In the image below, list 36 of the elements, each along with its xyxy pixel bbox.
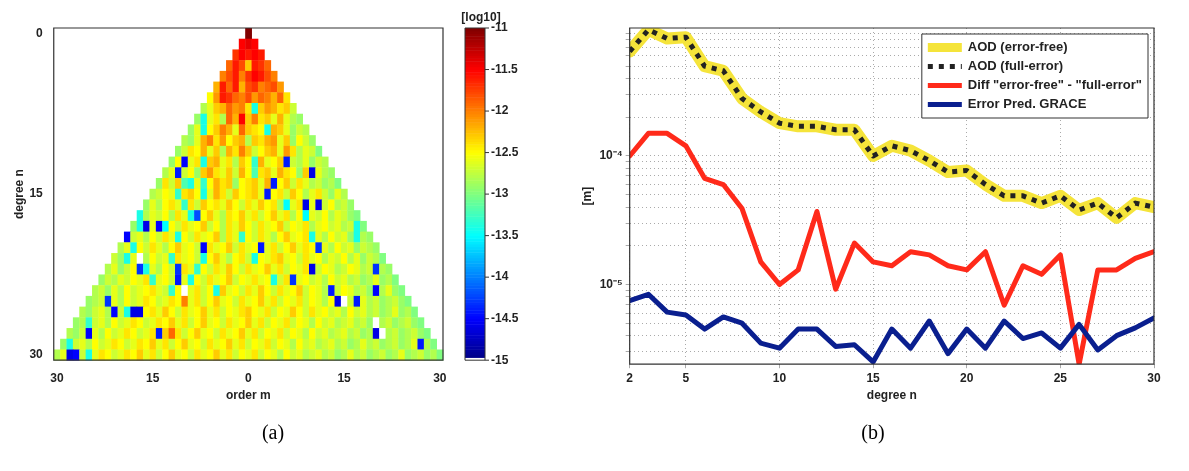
- x-tick-label: 30: [1147, 370, 1161, 385]
- y-axis-title: degree n: [11, 169, 26, 220]
- y-tick-label: 10⁻⁵: [599, 276, 623, 291]
- color-bar-label: -13: [491, 186, 509, 201]
- legend-label: AOD (full-error): [967, 58, 1064, 74]
- color-bar-label: -13.5: [491, 227, 519, 242]
- x-tick-label: 30: [433, 370, 447, 385]
- legend-label: Error Pred. GRACE: [967, 96, 1087, 112]
- color-bar-title: [log10]: [461, 10, 501, 25]
- y-tick-label: 15: [29, 186, 44, 201]
- y-axis-title: [m]: [579, 186, 594, 206]
- text: (a): [261, 421, 285, 444]
- x-tick-label: 10: [772, 370, 787, 385]
- x-tick-label: 0: [245, 370, 253, 385]
- x-tick-label: 20: [960, 370, 974, 385]
- x-axis-title: degree n: [866, 388, 917, 403]
- x-tick-label: 15: [866, 370, 881, 385]
- text: (b): [861, 421, 885, 444]
- color-bar-label: -14: [491, 269, 509, 284]
- x-tick-label: 25: [1053, 370, 1068, 385]
- x-tick-label: 2: [626, 370, 634, 385]
- color-bar-label: -12: [491, 103, 509, 118]
- y-tick-label: 30: [29, 347, 44, 362]
- y-tick-label: 0: [36, 25, 44, 40]
- legend-label: Diff "error-free" - "full-error": [967, 77, 1143, 93]
- color-bar-label: -12.5: [491, 144, 519, 159]
- x-tick-label: 5: [682, 370, 690, 385]
- color-bar-label: -11.5: [491, 61, 519, 76]
- x-tick-label: 30: [50, 370, 64, 385]
- color-bar-label: -15: [491, 352, 509, 367]
- y-tick-label: 10⁻⁴: [599, 148, 623, 163]
- x-axis-title: order m: [226, 388, 271, 403]
- color-bar-label: -14.5: [491, 310, 519, 325]
- legend-label: AOD (error-free): [967, 39, 1068, 55]
- x-tick-label: 15: [145, 370, 160, 385]
- x-tick-label: 15: [337, 370, 352, 385]
